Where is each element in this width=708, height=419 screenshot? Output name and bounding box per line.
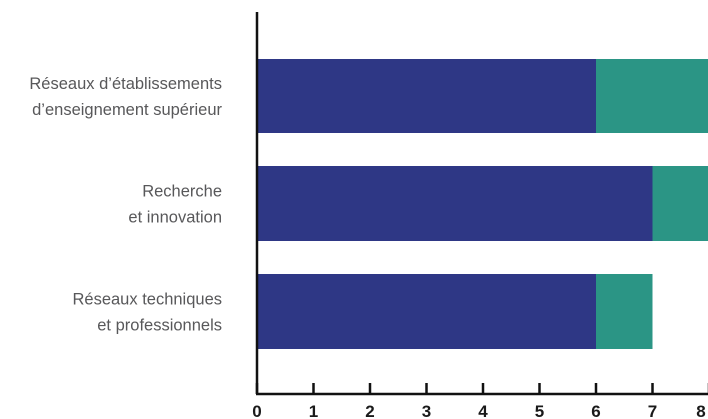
x-tick-label-0: 0 bbox=[252, 402, 261, 419]
category-label-3-line-2: et professionnels bbox=[97, 317, 222, 335]
bar-segment-2-2 bbox=[652, 166, 708, 241]
category-labels: Réseaux d’établissements d’enseignement s… bbox=[29, 75, 222, 335]
x-tick-label-4: 4 bbox=[478, 402, 488, 419]
bar-segment-2-1 bbox=[257, 166, 653, 241]
category-label-1-line-1: Réseaux d’établissements bbox=[29, 75, 222, 93]
category-label-3-line-1: Réseaux techniques bbox=[72, 291, 222, 309]
category-label-1-line-2: d’enseignement supérieur bbox=[32, 101, 222, 119]
x-tick-label-6: 6 bbox=[591, 402, 600, 419]
category-label-1: Réseaux d’établissements d’enseignement s… bbox=[29, 75, 222, 119]
bar-segment-3-1 bbox=[257, 274, 596, 349]
bar-segment-3-2 bbox=[596, 274, 653, 349]
x-tick-label-1: 1 bbox=[309, 402, 318, 419]
x-tick-label-5: 5 bbox=[535, 402, 544, 419]
bar-segment-1-2 bbox=[596, 59, 708, 133]
x-tick-label-3: 3 bbox=[422, 402, 431, 419]
category-label-2-line-2: et innovation bbox=[128, 209, 222, 227]
bar-segment-1-1 bbox=[257, 59, 596, 133]
x-tick-label-2: 2 bbox=[365, 402, 374, 419]
x-tick-label-8: 8 bbox=[696, 402, 705, 419]
x-axis-ticks: 0 1 2 3 4 5 6 7 8 bbox=[252, 383, 708, 419]
category-label-3: Réseaux techniques et professionnels bbox=[72, 291, 222, 335]
x-tick-label-7: 7 bbox=[648, 402, 657, 419]
category-label-2: Recherche et innovation bbox=[128, 183, 222, 227]
bars-group bbox=[257, 59, 708, 349]
category-label-2-line-1: Recherche bbox=[142, 183, 222, 201]
